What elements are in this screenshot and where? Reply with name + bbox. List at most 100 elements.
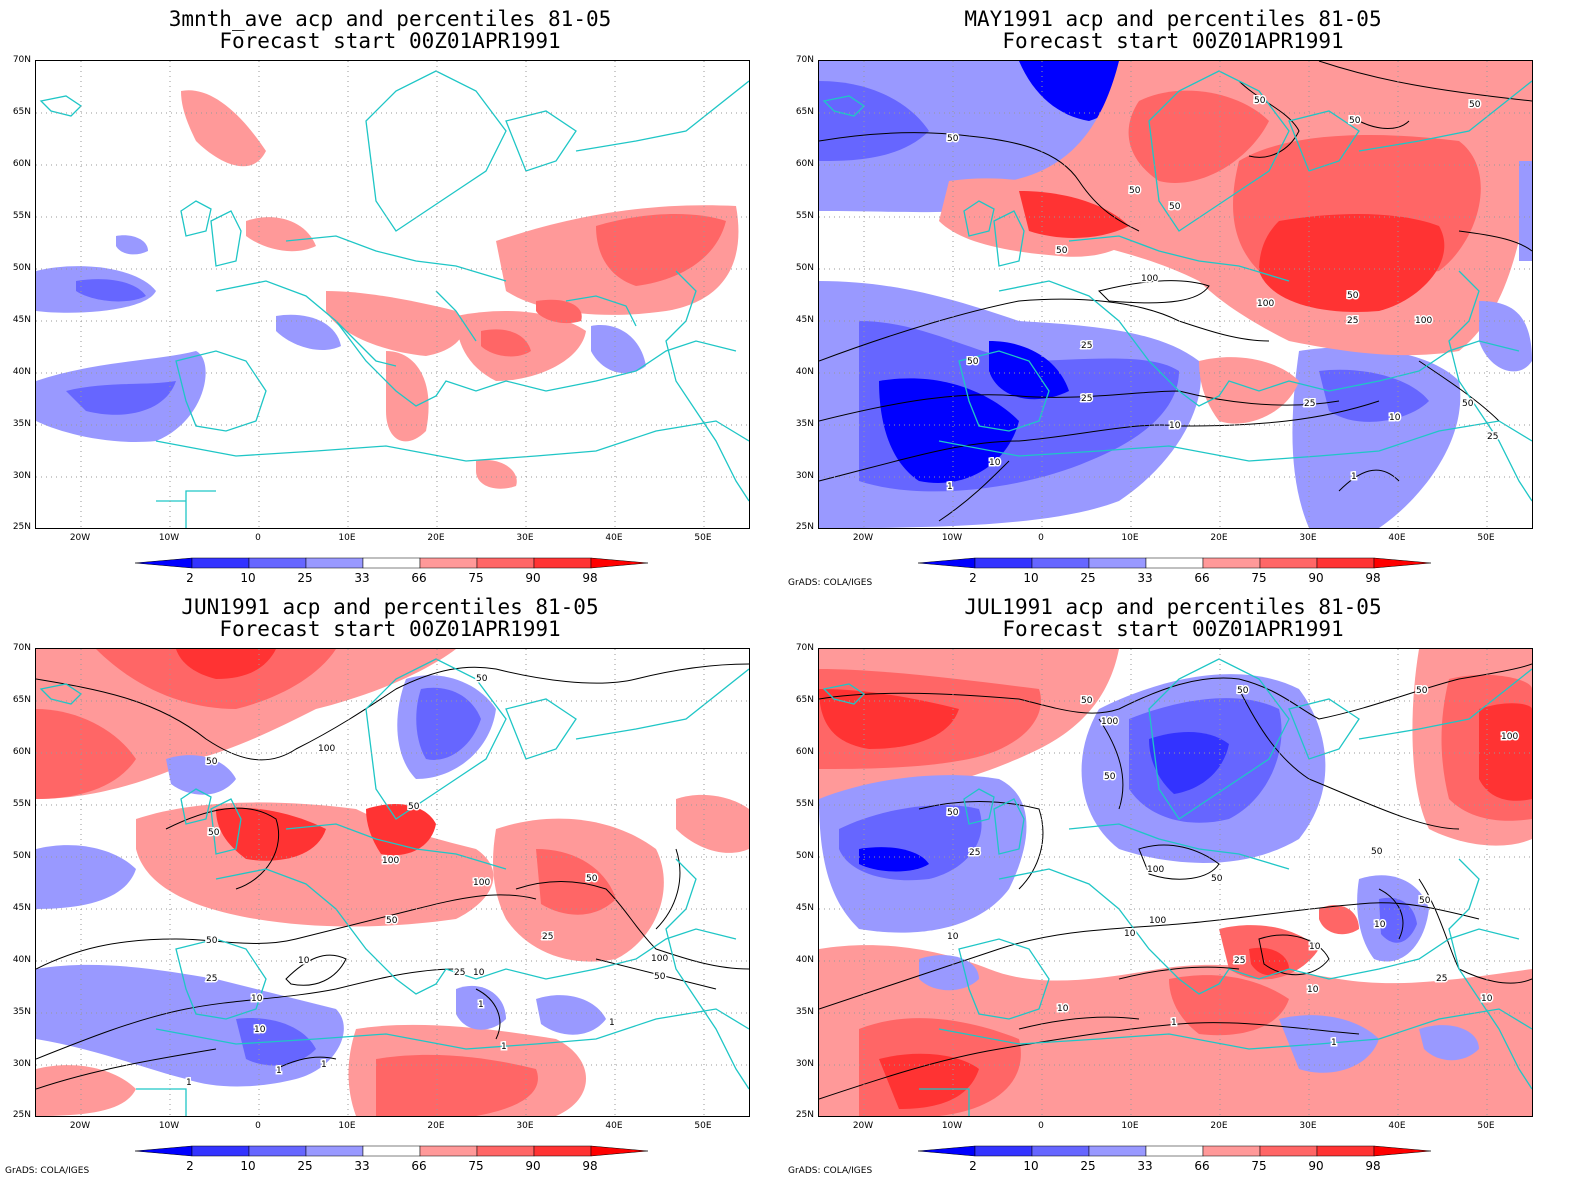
lat-label: 50N <box>12 263 31 273</box>
colorbar-segment <box>1202 557 1261 569</box>
lat-label: 55N <box>795 799 814 809</box>
contour-labels: 50 100 50 50 100 50 25 50 100 50 50 10 1… <box>946 685 1520 1050</box>
lon-label: 40E <box>605 1121 623 1131</box>
colorbar-label: 98 <box>582 1159 598 1173</box>
lon-label: 10W <box>941 533 963 543</box>
contour-label: 50 <box>586 874 598 884</box>
lat-label: 35N <box>12 419 31 429</box>
lon-label: 20W <box>69 533 91 543</box>
contour-label: 1 <box>501 1042 507 1052</box>
colorbar-arrow-low <box>917 557 976 569</box>
lat-label: 25N <box>795 1110 814 1120</box>
colorbar-label: 66 <box>1194 1159 1210 1173</box>
lat-label: 45N <box>12 903 31 913</box>
colorbar-label: 25 <box>1080 571 1096 585</box>
colorbar-label: 33 <box>354 1159 370 1173</box>
lon-label: 30E <box>516 533 534 543</box>
colorbar-label: 75 <box>468 1159 484 1173</box>
contour-label: 25 <box>1081 341 1092 351</box>
colorbar-segment <box>974 1145 1033 1157</box>
contour-label: 50 <box>386 916 398 926</box>
contour-label: 50 <box>1416 686 1428 696</box>
colorbar-segment <box>1088 1145 1147 1157</box>
lat-label: 30N <box>12 1059 31 1069</box>
contour-label: 10 <box>1124 929 1136 939</box>
colorbar-label: 33 <box>354 571 370 585</box>
colorbar-label: 66 <box>411 1159 427 1173</box>
colorbar-segment <box>974 557 1033 569</box>
colorbar-arrow-high <box>590 557 649 569</box>
lat-label: 30N <box>795 471 814 481</box>
contour-label: 50 <box>1211 874 1223 884</box>
colorbar: 2 10 25 33 66 75 90 98 <box>917 1144 1438 1173</box>
contour-label: 100 <box>318 744 335 754</box>
colorbar-segment <box>1259 1145 1318 1157</box>
lon-label: 20E <box>427 533 445 543</box>
lon-label: 50E <box>1477 533 1495 543</box>
grads-credit: GrADS: COLA/IGES <box>788 578 873 588</box>
contour-label: 1 <box>609 1018 615 1028</box>
contour-label: 100 <box>651 954 668 964</box>
lat-label: 70N <box>12 55 31 65</box>
contour-label: 50 <box>1129 186 1141 196</box>
contour-label: 100 <box>473 878 490 888</box>
map-frame: 50 100 50 50 100 50 25 50 100 50 50 10 1… <box>818 648 1533 1117</box>
colorbar-segment <box>476 557 535 569</box>
lat-label: 25N <box>795 522 814 532</box>
colorbar-label: 66 <box>411 571 427 585</box>
lat-label: 70N <box>795 55 814 65</box>
lat-label: 60N <box>795 159 814 169</box>
lat-label: 55N <box>12 211 31 221</box>
contour-label: 10 <box>1307 985 1319 995</box>
contour-label: 100 <box>1149 916 1166 926</box>
colorbar: 2 10 25 33 66 75 90 98 <box>134 556 655 585</box>
colorbar-segment <box>419 1145 478 1157</box>
colorbar-label: 33 <box>1137 1159 1153 1173</box>
map-plot: 50 100 50 50 50 100 100 50 50 25 100 50 … <box>36 649 749 1116</box>
lon-label: 20E <box>427 1121 445 1131</box>
anomaly-shading <box>819 61 1532 528</box>
lon-label: 30E <box>516 1121 534 1131</box>
contour-label: 50 <box>476 674 488 684</box>
colorbar-segment <box>191 1145 250 1157</box>
lat-label: 45N <box>795 315 814 325</box>
lat-label: 50N <box>12 851 31 861</box>
lon-label: 10W <box>158 1121 180 1131</box>
contour-label: 50 <box>208 828 220 838</box>
contour-label: 50 <box>1371 847 1383 857</box>
lat-label: 60N <box>12 159 31 169</box>
contour-label: 50 <box>1469 100 1481 110</box>
contour-label: 100 <box>1415 316 1432 326</box>
lat-label: 70N <box>12 643 31 653</box>
panel-subtitle: Forecast start 00Z01APR1991 <box>1002 617 1344 641</box>
colorbar-label: 75 <box>468 571 484 585</box>
colorbar-segment <box>476 1145 535 1157</box>
contour-label: 25 <box>206 974 217 984</box>
lon-label: 0 <box>255 1121 261 1131</box>
colorbar-label: 90 <box>525 1159 541 1173</box>
contour-label: 50 <box>1254 96 1266 106</box>
lon-label: 40E <box>1388 1121 1406 1131</box>
contour-label: 50 <box>1462 399 1474 409</box>
lon-label: 10E <box>1121 533 1139 543</box>
panel-title: JUN1991 acp and percentiles 81-05 <box>181 595 599 619</box>
panel-title: 3mnth_ave acp and percentiles 81-05 <box>168 7 612 31</box>
map-frame: 50 50 50 50 50 50 50 100 100 100 50 25 2… <box>818 60 1533 529</box>
contour-label: 25 <box>1234 956 1245 966</box>
contour-label: 50 <box>1104 772 1116 782</box>
contour-label: 25 <box>1304 399 1315 409</box>
lon-label: 20W <box>852 533 874 543</box>
contour-label: 50 <box>1056 246 1068 256</box>
map-plot <box>36 61 749 528</box>
colorbar-segment <box>1259 557 1318 569</box>
contour-label: 100 <box>1147 865 1164 875</box>
colorbar-arrow-high <box>590 1145 649 1157</box>
colorbar-segment <box>362 557 421 569</box>
panel-subtitle: Forecast start 00Z01APR1991 <box>219 29 561 53</box>
colorbar-segment <box>1031 557 1090 569</box>
lat-label: 55N <box>795 211 814 221</box>
panel-title: JUL1991 acp and percentiles 81-05 <box>964 595 1382 619</box>
colorbar-label: 10 <box>240 571 256 585</box>
lat-label: 50N <box>795 851 814 861</box>
colorbar-segment <box>1316 557 1375 569</box>
